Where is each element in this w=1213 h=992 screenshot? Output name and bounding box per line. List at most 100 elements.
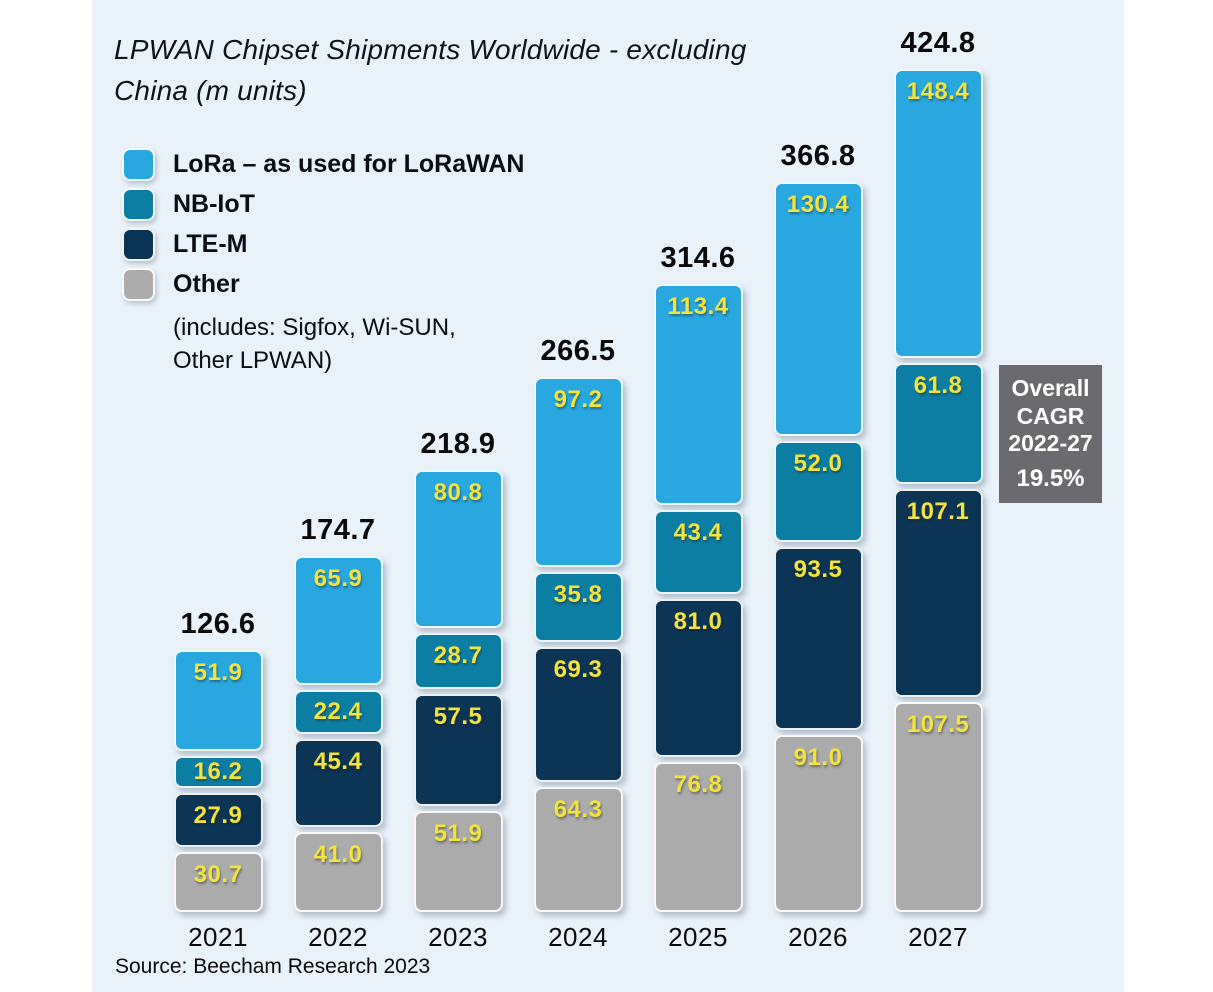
legend-swatch-lte-m <box>122 228 155 261</box>
bar-column-2026: 366.8 130.4 52.0 93.5 91.0 2026 <box>758 27 878 952</box>
total-label: 126.6 <box>180 607 256 640</box>
bar-value-label: 57.5 <box>433 702 483 730</box>
bar-value-label: 130.4 <box>786 190 850 218</box>
bar-column-2027: 424.8 148.4 61.8 107.1 107.5 2027 <box>878 27 998 952</box>
bar-segment: 107.5 <box>893 702 983 912</box>
chart-title-line2: China (m units) <box>114 74 307 106</box>
legend-note-line2: Other LPWAN) <box>173 347 333 374</box>
legend-swatch-nb-iot <box>122 188 155 221</box>
bar-segment: 130.4 <box>773 181 863 436</box>
total-label: 366.8 <box>780 139 856 172</box>
legend-label-lora: LoRa – as used for LoRaWAN <box>173 150 525 178</box>
cagr-value: 19.5% <box>1016 465 1085 492</box>
bar-segment: 22.4 <box>293 689 383 734</box>
category-label: 2027 <box>908 922 968 952</box>
legend-label-lte-m: LTE-M <box>173 230 248 258</box>
category-label: 2025 <box>668 922 728 952</box>
bar-segment: 41.0 <box>293 832 383 912</box>
bar-value-label: 65.9 <box>313 565 363 593</box>
bar-value-label: 93.5 <box>793 556 843 584</box>
total-label: 266.5 <box>540 335 616 368</box>
category-label: 2023 <box>428 922 488 952</box>
bar-value-label: 52.0 <box>793 449 843 477</box>
bar-segment: 97.2 <box>533 377 623 567</box>
bar-segment: 91.0 <box>773 734 863 912</box>
legend-note: (includes: Sigfox, Wi-SUN, Other LPWAN) <box>173 311 524 377</box>
legend-swatch-other <box>122 268 155 301</box>
legend-item-nb-iot: NB-IoT <box>122 188 524 221</box>
bar-value-label: 69.3 <box>553 655 603 683</box>
chart-title: LPWAN Chipset Shipments Worldwide - excl… <box>114 30 747 111</box>
legend-swatch-lora <box>122 148 155 181</box>
bar-value-label: 28.7 <box>433 641 483 669</box>
legend-note-line1: (includes: Sigfox, Wi-SUN, <box>173 314 456 341</box>
bar-value-label: 107.1 <box>906 497 970 525</box>
stacked-bar: 148.4 61.8 107.1 107.5 <box>893 68 983 912</box>
bar-value-label: 41.0 <box>313 841 363 869</box>
stacked-bar: 130.4 52.0 93.5 91.0 <box>773 181 863 912</box>
bar-segment: 51.9 <box>413 810 503 912</box>
bar-segment: 113.4 <box>653 283 743 505</box>
legend-label-nb-iot: NB-IoT <box>173 190 255 218</box>
bar-segment: 35.8 <box>533 571 623 642</box>
bar-value-label: 22.4 <box>313 697 363 725</box>
chart-panel: LPWAN Chipset Shipments Worldwide - excl… <box>92 0 1124 992</box>
chart-columns: 126.6 51.9 16.2 27.9 30.7 2021 174.7 65.9 22.4 45… <box>158 27 998 952</box>
bar-segment: 80.8 <box>413 470 503 628</box>
bar-column-2022: 174.7 65.9 22.4 45.4 41.0 2022 <box>278 27 398 952</box>
bar-value-label: 43.4 <box>673 518 723 546</box>
bar-value-label: 91.0 <box>793 743 843 771</box>
bar-value-label: 16.2 <box>193 757 243 785</box>
bar-segment: 43.4 <box>653 509 743 595</box>
legend-item-other: Other <box>122 268 524 301</box>
stacked-bar: 80.8 28.7 57.5 51.9 <box>413 470 503 912</box>
bar-segment: 65.9 <box>293 556 383 685</box>
bar-segment: 64.3 <box>533 786 623 912</box>
bar-segment: 52.0 <box>773 440 863 543</box>
chart-title-line1: LPWAN Chipset Shipments Worldwide - excl… <box>114 34 747 65</box>
legend: LoRa – as used for LoRaWAN NB-IoT LTE-M … <box>122 148 524 377</box>
bar-segment: 69.3 <box>533 646 623 782</box>
bar-value-label: 45.4 <box>313 747 363 775</box>
bar-value-label: 148.4 <box>906 77 970 105</box>
bar-value-label: 51.9 <box>433 819 483 847</box>
total-label: 174.7 <box>300 514 376 547</box>
bar-value-label: 27.9 <box>193 801 243 829</box>
total-label: 218.9 <box>420 428 496 461</box>
bar-segment: 107.1 <box>893 488 983 698</box>
bar-segment: 30.7 <box>173 852 263 912</box>
bar-segment: 45.4 <box>293 738 383 828</box>
legend-item-lora: LoRa – as used for LoRaWAN <box>122 148 524 181</box>
bar-value-label: 80.8 <box>433 479 483 507</box>
source-credit: Source: Beecham Research 2023 <box>115 955 431 978</box>
bar-value-label: 30.7 <box>193 861 243 889</box>
bar-value-label: 35.8 <box>553 580 603 608</box>
category-label: 2026 <box>788 922 848 952</box>
bar-column-2021: 126.6 51.9 16.2 27.9 30.7 2021 <box>158 27 278 952</box>
bar-segment: 93.5 <box>773 547 863 730</box>
bar-value-label: 61.8 <box>913 372 963 400</box>
legend-label-other: Other <box>173 270 240 298</box>
bar-segment: 148.4 <box>893 68 983 359</box>
stacked-bar: 113.4 43.4 81.0 76.8 <box>653 283 743 912</box>
bar-segment: 28.7 <box>413 632 503 689</box>
bar-value-label: 113.4 <box>667 292 729 320</box>
category-label: 2021 <box>188 922 248 952</box>
category-label: 2022 <box>308 922 368 952</box>
legend-item-lte-m: LTE-M <box>122 228 524 261</box>
bar-value-label: 76.8 <box>673 771 723 799</box>
bar-segment: 16.2 <box>173 756 263 788</box>
bar-value-label: 51.9 <box>193 658 243 686</box>
bar-column-2023: 218.9 80.8 28.7 57.5 51.9 2023 <box>398 27 518 952</box>
bar-segment: 57.5 <box>413 693 503 806</box>
bar-segment: 27.9 <box>173 792 263 848</box>
bar-value-label: 107.5 <box>906 711 970 739</box>
bar-segment: 76.8 <box>653 762 743 912</box>
bar-value-label: 64.3 <box>553 795 603 823</box>
bar-segment: 51.9 <box>173 649 263 752</box>
bar-segment: 61.8 <box>893 363 983 484</box>
bar-column-2024: 266.5 97.2 35.8 69.3 64.3 2024 <box>518 27 638 952</box>
stacked-bar: 65.9 22.4 45.4 41.0 <box>293 556 383 912</box>
bar-segment: 81.0 <box>653 599 743 758</box>
category-label: 2024 <box>548 922 608 952</box>
